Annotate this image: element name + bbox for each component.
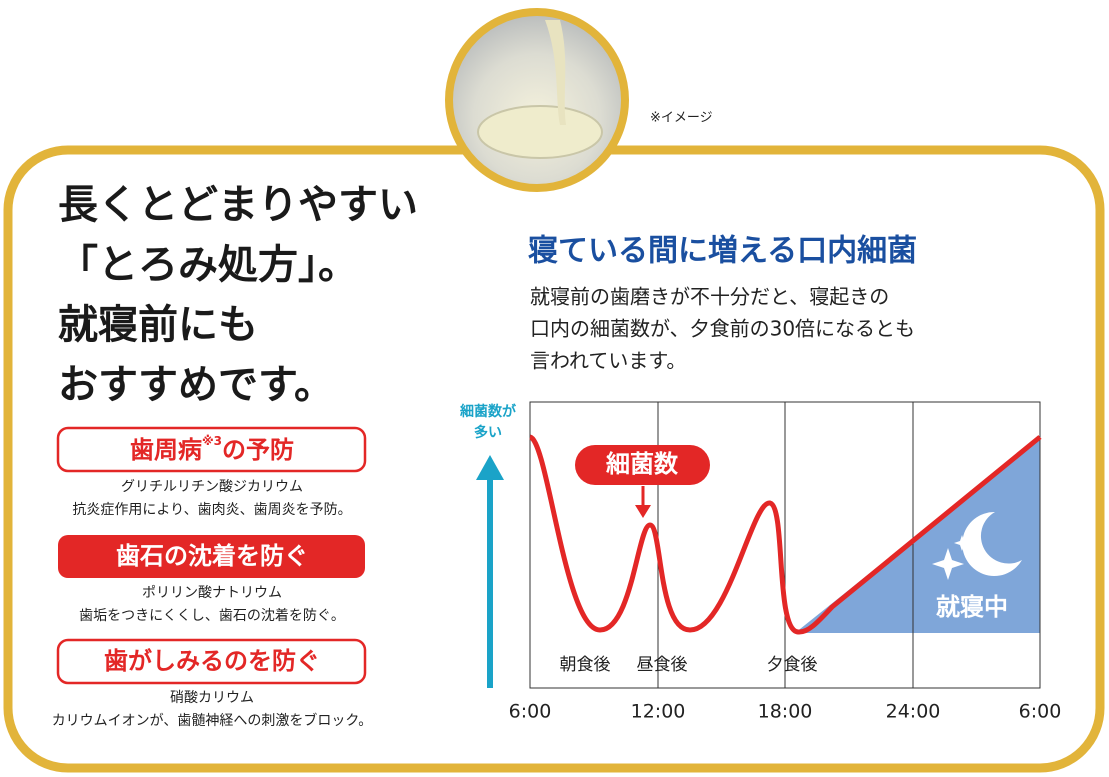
sleep-label: 就寝中: [936, 593, 1008, 621]
ingredient: 硝酸カリウム: [170, 690, 254, 706]
effect: カリウムイオンが、歯髄神経への刺激をブロック。: [52, 712, 373, 729]
curve-label: 細菌数: [606, 450, 679, 478]
meal-label: 朝食後: [560, 655, 611, 675]
y-label: 細菌数が: [460, 403, 517, 420]
ingredient: グリチルリチン酸ジカリウム: [121, 479, 303, 495]
image-caption: ※イメージ: [650, 111, 713, 126]
meal-label: 昼食後: [637, 655, 688, 675]
headline: 長くとどまりやすい: [58, 182, 418, 228]
benefit-box: [56, 426, 367, 473]
star: [932, 548, 964, 580]
time-label: 18:00: [758, 701, 813, 723]
meal-label: 夕食後: [767, 655, 818, 675]
benefit-title-part: 歯周病: [130, 436, 202, 464]
benefit-title: 歯石の沈着を防ぐ: [116, 542, 308, 570]
effect: 歯垢をつきにくくし、歯石の沈着を防ぐ。: [79, 607, 345, 624]
star: [954, 535, 970, 551]
benefit-title: 歯周病※3の予防: [130, 434, 294, 465]
headline: 就寝前にも: [58, 302, 258, 348]
headline: おすすめです。: [58, 362, 334, 408]
curve-label-box: [575, 445, 710, 485]
description: 口内の細菌数が、夕食前の30倍になるとも: [530, 317, 915, 341]
benefit-title: 歯がしみるのを防ぐ: [104, 647, 320, 675]
y-arrow-head: [476, 455, 504, 480]
liquid-stream: [545, 20, 566, 125]
ingredient: ポリリン酸ナトリウム: [142, 585, 282, 601]
time-label: 24:00: [886, 701, 941, 723]
liquid-drop: [477, 105, 603, 159]
y-label: 多い: [474, 424, 502, 441]
bacteria-curve: [528, 434, 1042, 635]
product-image: [445, 8, 629, 192]
description: 言われています。: [530, 349, 686, 373]
description: 就寝前の歯磨きが不十分だと、寝起きの: [530, 285, 889, 309]
benefit-box: [56, 638, 367, 685]
benefit-title-part: の予防: [222, 436, 294, 464]
effect: 抗炎症作用により、歯肉炎、歯周炎を予防。: [72, 502, 351, 518]
diagram-title: 寝ている間に増える口内細菌: [528, 234, 917, 269]
footnote-mark: ※3: [202, 434, 222, 448]
benefit-box: [58, 535, 365, 578]
headline: 「とろみ処方」。: [58, 242, 358, 288]
moon: [962, 511, 1022, 576]
pointer-head: [635, 505, 651, 518]
time-label: 12:00: [631, 701, 686, 723]
time-label: 6:00: [509, 701, 552, 723]
time-label: 6:00: [1019, 701, 1062, 723]
